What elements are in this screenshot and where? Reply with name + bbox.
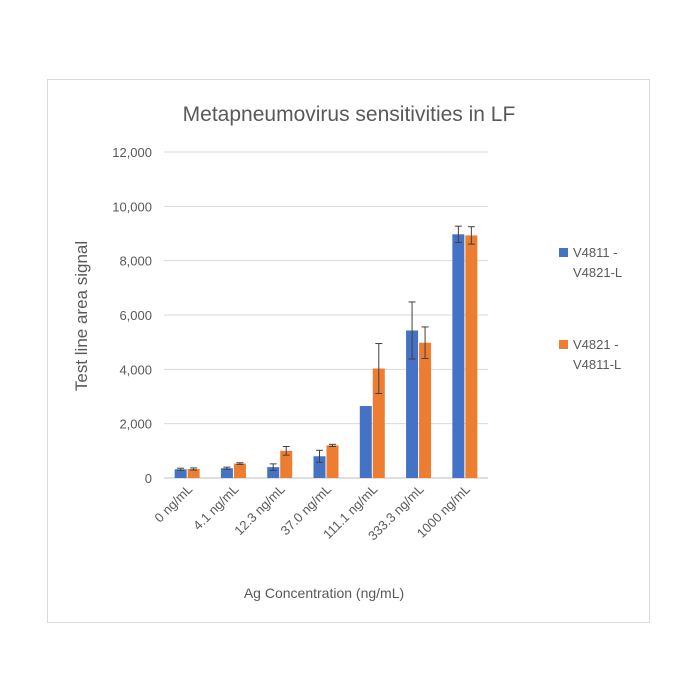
legend-entry-series-2: V4821 - V4811-L xyxy=(559,335,659,379)
legend-swatch-series-1 xyxy=(559,248,568,257)
legend-label-series-2: V4821 - V4811-L xyxy=(573,337,622,372)
bar-series-2-6 xyxy=(465,235,478,478)
y-tick-label: 4,000 xyxy=(119,362,152,377)
bar-series-2-0 xyxy=(187,469,200,478)
x-axis-label: Ag Concentration (ng/mL) xyxy=(244,585,404,601)
bar-chart: Metapneumovirus sensitivities in LF Test… xyxy=(72,103,516,601)
gridlines xyxy=(164,151,488,479)
bar-series-1-0 xyxy=(174,469,187,478)
x-tick-label: 0 ng/mL xyxy=(151,482,195,526)
bar-series-1-6 xyxy=(452,234,465,478)
chart-title: Metapneumovirus sensitivities in LF xyxy=(183,103,516,126)
bar-series-2-4 xyxy=(372,368,385,478)
legend-swatch-series-2 xyxy=(559,340,568,349)
bar-series-1-2 xyxy=(267,467,280,478)
bar-series-1-1 xyxy=(220,468,233,478)
legend-label-series-1: V4811 - V4821-L xyxy=(573,245,623,280)
chart-frame: Metapneumovirus sensitivities in LF Test… xyxy=(47,79,650,623)
y-tick-label: 6,000 xyxy=(119,308,152,323)
y-axis-ticks: 0 2,000 4,000 6,000 8,000 10,000 12,000 xyxy=(112,145,152,486)
bar-series-1-3 xyxy=(313,456,326,478)
bar-series-1-5 xyxy=(406,330,419,478)
y-tick-label: 8,000 xyxy=(119,254,152,269)
legend-entry-series-1: V4811 - V4821-L xyxy=(559,243,659,287)
y-tick-label: 10,000 xyxy=(112,199,152,214)
bar-series-2-5 xyxy=(419,342,432,478)
y-tick-label: 0 xyxy=(145,471,152,486)
y-tick-label: 12,000 xyxy=(112,145,152,160)
bar-series-2-2 xyxy=(280,450,293,478)
bar-series-1-4 xyxy=(359,406,372,478)
bar-series-2-3 xyxy=(326,445,339,478)
y-axis-label: Test line area signal xyxy=(72,241,91,391)
bar-series-2-1 xyxy=(233,463,246,478)
y-tick-label: 2,000 xyxy=(119,417,152,432)
bars xyxy=(174,225,478,478)
